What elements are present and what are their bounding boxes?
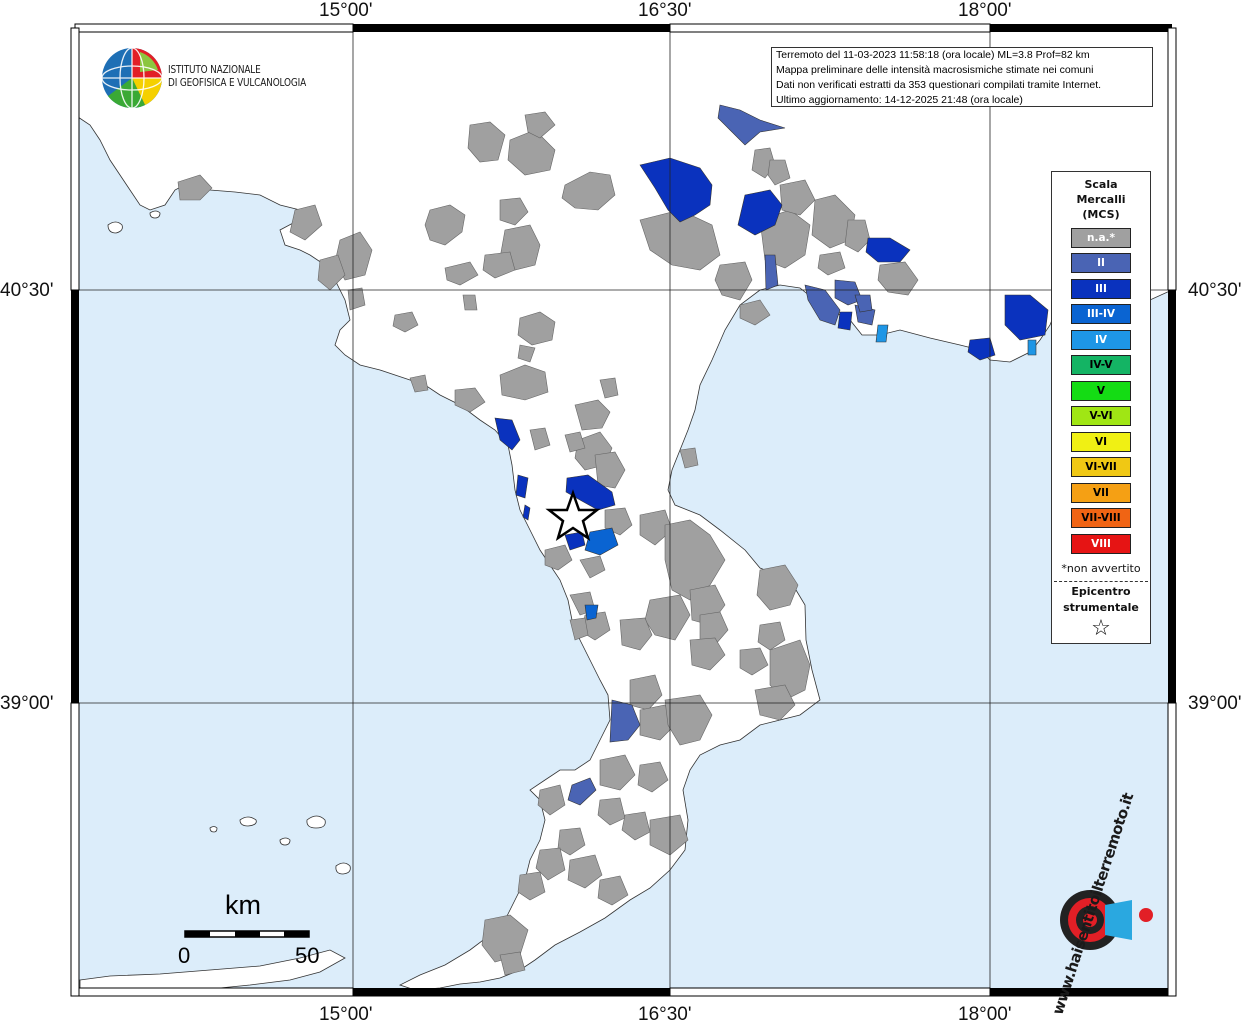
info-line-1: Terremoto del 11-03-2023 11:58:18 (ora l… [776, 49, 1090, 61]
ingv-line-2: DI GEOFISICA E VULCANOLOGIA [168, 77, 307, 89]
legend-title-1: Scala [1084, 178, 1118, 191]
legend-swatch: IV-V [1071, 355, 1131, 375]
municipalities-iii [494, 157, 1049, 551]
info-line-4: Ultimo aggiornamento: 14-12-2025 21:48 (… [776, 94, 1023, 106]
municipalities-iii-iv [584, 527, 619, 621]
legend-epi-2: strumentale [1063, 600, 1139, 614]
coord-left-2: 39°00' [0, 693, 54, 714]
legend-swatch: III-IV [1071, 304, 1131, 324]
legend-epicenter-label: Epicentro strumentale [1052, 584, 1150, 616]
coord-top-3: 18°00' [958, 0, 1012, 21]
legend-title: Scala Mercalli (MCS) [1052, 177, 1150, 222]
legend-swatch: VII [1071, 482, 1131, 503]
legend-swatch: n.a.* [1071, 227, 1131, 248]
scale-min: 0 [178, 943, 191, 968]
ingv-logo-text: ISTITUTO NAZIONALE DI GEOFISICA E VULCAN… [168, 64, 306, 90]
legend-swatch: VIII [1071, 533, 1131, 554]
coord-right-2: 39°00' [1188, 693, 1242, 714]
epicenter-star-icon [545, 489, 601, 541]
legend-note: *non avvertito [1061, 561, 1141, 575]
legend-epi-1: Epicentro [1071, 584, 1131, 598]
info-line-2: Mappa preliminare delle intensità macros… [776, 64, 1094, 76]
legend-swatch: VI-VII [1071, 457, 1131, 477]
hsit-logo-icon [1060, 890, 1153, 950]
map-frame [70, 23, 1177, 997]
municipalities-iv [875, 324, 1037, 356]
legend-swatch: VII-VIII [1071, 508, 1131, 528]
legend-swatch: IV [1071, 329, 1131, 350]
legend-swatch: III [1071, 278, 1131, 299]
legend-swatch: V-VI [1071, 406, 1131, 426]
legend-swatch: V [1071, 380, 1131, 401]
legend-items: n.a.* II III III-IV IV IV-V V V-VI VI VI-VII VII VI… [1052, 227, 1150, 554]
ingv-line-1: ISTITUTO NAZIONALE [168, 64, 261, 76]
legend-title-2: Mercalli [1076, 193, 1126, 206]
coord-left-1: 40°30' [0, 280, 54, 301]
coord-bottom-2: 16°30' [638, 1004, 692, 1025]
event-info-box: Terremoto del 11-03-2023 11:58:18 (ora l… [771, 47, 1153, 107]
scale-bar [184, 930, 310, 938]
mcs-legend: Scala Mercalli (MCS) n.a.* II III III-IV IV I… [1051, 171, 1151, 644]
ingv-logo-icon [101, 47, 163, 109]
coord-right-1: 40°30' [1188, 280, 1242, 301]
coord-bottom-1: 15°00' [319, 1004, 373, 1025]
graticule [75, 28, 1172, 996]
legend-separator [1054, 580, 1148, 582]
legend-swatch: VI [1071, 431, 1131, 452]
scale-max: 50 [295, 943, 320, 968]
coord-top-2: 16°30' [638, 0, 692, 21]
municipalities-ii [567, 104, 876, 806]
legend-star-icon: ☆ [1091, 615, 1111, 641]
islands [79, 210, 351, 996]
legend-swatch: II [1071, 253, 1131, 273]
coord-bottom-3: 18°00' [958, 1004, 1012, 1025]
coord-top-1: 15°00' [319, 0, 373, 21]
legend-title-3: (MCS) [1082, 208, 1120, 221]
info-line-3: Dati non verificati estratti da 353 ques… [776, 79, 1102, 91]
scale-unit: km [225, 890, 261, 920]
